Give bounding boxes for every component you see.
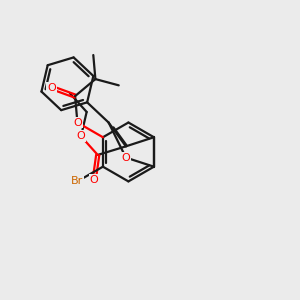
Text: Br: Br xyxy=(71,176,83,186)
Text: O: O xyxy=(73,118,82,128)
Text: O: O xyxy=(76,131,85,141)
Text: O: O xyxy=(47,82,56,93)
Text: O: O xyxy=(122,153,130,163)
Text: O: O xyxy=(90,175,99,185)
